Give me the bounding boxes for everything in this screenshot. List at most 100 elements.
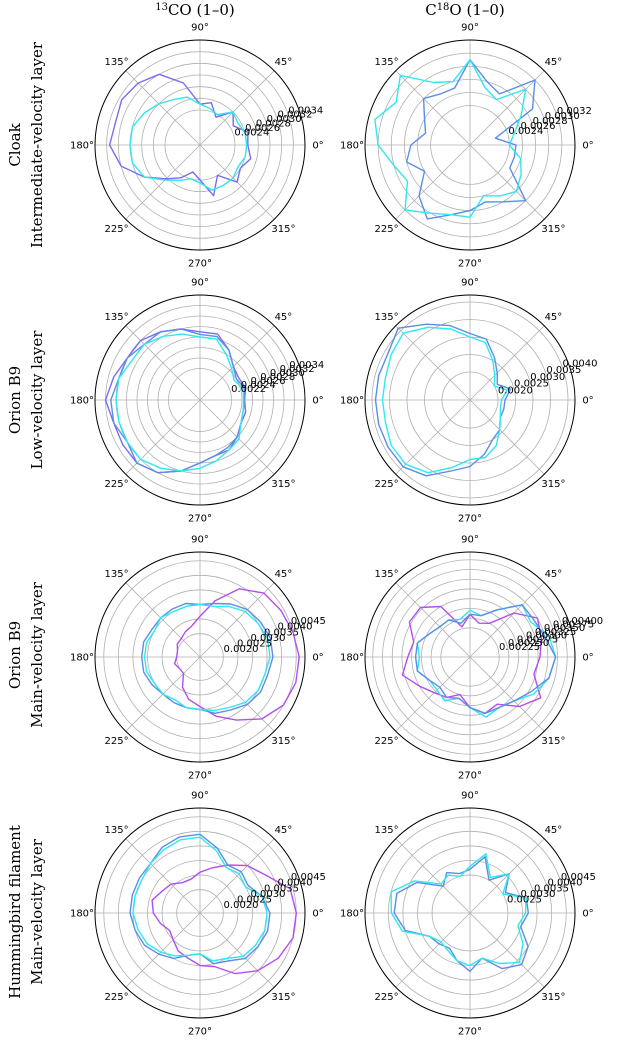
radial-tick-label: 0.00400 bbox=[562, 616, 603, 627]
radial-tick-label: 0.0045 bbox=[561, 872, 596, 883]
angle-tick-label: 90° bbox=[461, 278, 479, 289]
angular-gridline bbox=[469, 912, 545, 988]
angular-gridline bbox=[125, 399, 201, 475]
angular-gridline bbox=[395, 399, 471, 475]
angle-tick-label: 180° bbox=[340, 909, 364, 920]
angle-tick-label: 135° bbox=[375, 825, 399, 836]
angular-gridline bbox=[469, 70, 545, 146]
angle-tick-label: 90° bbox=[191, 278, 209, 289]
angle-tick-label: 225° bbox=[375, 992, 399, 1003]
radial-tick-label: 0.0040 bbox=[547, 878, 582, 889]
series-line-cyan bbox=[115, 333, 245, 472]
radial-tick-label: 0.00250 bbox=[508, 638, 549, 649]
radial-tick-label: 0.0034 bbox=[289, 360, 324, 371]
radial-tick-label: 0.0030 bbox=[251, 889, 286, 900]
column-title-c18o: C18O (1–0) bbox=[425, 1, 505, 19]
angle-tick-label: 225° bbox=[375, 736, 399, 747]
radial-tick-label: 0.0045 bbox=[291, 872, 326, 883]
angle-tick-label: 180° bbox=[340, 396, 364, 407]
angle-tick-label: 45° bbox=[545, 312, 563, 323]
angular-gridline bbox=[199, 838, 275, 914]
radial-tick-label: 0.00350 bbox=[544, 623, 585, 634]
angular-gridline bbox=[469, 399, 545, 475]
angle-tick-label: 270° bbox=[188, 514, 212, 525]
angle-tick-label: 180° bbox=[70, 141, 94, 152]
polar-frame bbox=[94, 294, 306, 506]
angular-gridline bbox=[395, 838, 471, 914]
series-line-purple bbox=[173, 588, 300, 721]
angle-tick-label: 315° bbox=[271, 992, 295, 1003]
angle-tick-label: 315° bbox=[541, 224, 565, 235]
polar-panel-2: 0° 45° 90° 135° 180° 225° 270° 315° 0.00240.0026… bbox=[340, 23, 594, 270]
angular-gridline bbox=[469, 325, 545, 401]
radial-tick-label: 0.0028 bbox=[260, 372, 295, 383]
polar-frame bbox=[364, 294, 576, 506]
radial-tick-label: 0.0032 bbox=[557, 106, 592, 117]
angular-gridline bbox=[469, 144, 545, 220]
radial-tick-label: 0.0034 bbox=[288, 105, 323, 116]
series-line-cyan bbox=[143, 603, 271, 712]
angle-tick-label: 270° bbox=[458, 771, 482, 782]
angle-tick-label: 0° bbox=[582, 653, 593, 664]
series-line-blue bbox=[405, 59, 536, 220]
angle-tick-label: 135° bbox=[375, 57, 399, 68]
angle-tick-label: 225° bbox=[105, 479, 129, 490]
radial-tick-label: 0.0025 bbox=[237, 638, 272, 649]
angle-tick-label: 315° bbox=[271, 736, 295, 747]
radial-tick-label: 0.0030 bbox=[521, 889, 556, 900]
polar-panel-4: 0° 45° 90° 135° 180° 225° 270° 315° 0.00200.0025… bbox=[340, 278, 598, 525]
series-line-blue bbox=[110, 328, 246, 474]
angular-gridline bbox=[199, 70, 275, 146]
radial-tick-label: 0.0025 bbox=[514, 379, 549, 390]
angular-gridline bbox=[125, 70, 201, 146]
row-label-2-line2: Low-velocity layer bbox=[28, 330, 46, 470]
angle-tick-label: 270° bbox=[188, 259, 212, 270]
row-label-3-line2: Main-velocity layer bbox=[28, 581, 46, 728]
angular-gridline bbox=[395, 325, 471, 401]
angle-tick-label: 135° bbox=[105, 825, 129, 836]
angular-gridline bbox=[199, 912, 275, 988]
series-line-cyan bbox=[381, 326, 508, 474]
angular-gridline bbox=[469, 838, 545, 914]
radial-tick-label: 0.0025 bbox=[507, 894, 542, 905]
polar-frame bbox=[364, 807, 576, 1019]
angular-gridline bbox=[469, 582, 545, 658]
angle-tick-label: 180° bbox=[70, 653, 94, 664]
angular-gridline bbox=[125, 912, 201, 988]
radial-tick-label: 0.0040 bbox=[563, 358, 598, 369]
angle-tick-label: 90° bbox=[191, 23, 209, 34]
polar-panel-5: 0° 45° 90° 135° 180° 225° 270° 315° 0.00200.0025… bbox=[70, 535, 326, 782]
polar-frame bbox=[364, 39, 576, 251]
polar-panels: 0° 45° 90° 135° 180° 225° 270° 315° 0.0024 0.0026… bbox=[70, 23, 603, 1038]
polar-frame bbox=[94, 807, 306, 1019]
polar-frame bbox=[94, 551, 306, 763]
angle-tick-label: 225° bbox=[375, 479, 399, 490]
radial-tick-label: 0.0032 bbox=[277, 110, 312, 121]
radial-tick-label: 0.0028 bbox=[256, 119, 291, 130]
angle-tick-label: 225° bbox=[105, 224, 129, 235]
radial-tick-label: 0.00275 bbox=[517, 634, 558, 645]
angle-tick-label: 45° bbox=[275, 57, 293, 68]
radial-tick-label: 0.00375 bbox=[553, 620, 594, 631]
angle-tick-label: 315° bbox=[271, 224, 295, 235]
row-label-2-line1: Orion B9 bbox=[6, 366, 24, 434]
angle-tick-label: 0° bbox=[312, 653, 323, 664]
angular-gridline bbox=[125, 144, 201, 220]
angular-gridline bbox=[199, 325, 275, 401]
radial-tick-label: 0.0026 bbox=[521, 121, 556, 132]
row-label-4-line2: Main-velocity layer bbox=[28, 838, 46, 985]
angle-tick-label: 45° bbox=[545, 57, 563, 68]
angle-tick-label: 0° bbox=[582, 396, 593, 407]
angle-tick-label: 0° bbox=[312, 396, 323, 407]
column-title-13co: 13CO (1–0) bbox=[155, 1, 235, 19]
radial-tick-label: 0.0030 bbox=[270, 368, 305, 379]
row-label-3-line1: Orion B9 bbox=[6, 621, 24, 689]
radial-tick-label: 0.0024 bbox=[234, 128, 269, 139]
radial-tick-label: 0.0030 bbox=[267, 114, 302, 125]
angle-tick-label: 270° bbox=[188, 771, 212, 782]
polar-panel-8: 0° 45° 90° 135° 180° 225° 270° 315° 0.00250.0030… bbox=[340, 791, 596, 1038]
series-line-violet bbox=[108, 73, 252, 197]
radial-tick-label: 0.0025 bbox=[237, 894, 272, 905]
angle-tick-label: 180° bbox=[70, 909, 94, 920]
row-label-1-line1: Cloak bbox=[6, 122, 24, 166]
